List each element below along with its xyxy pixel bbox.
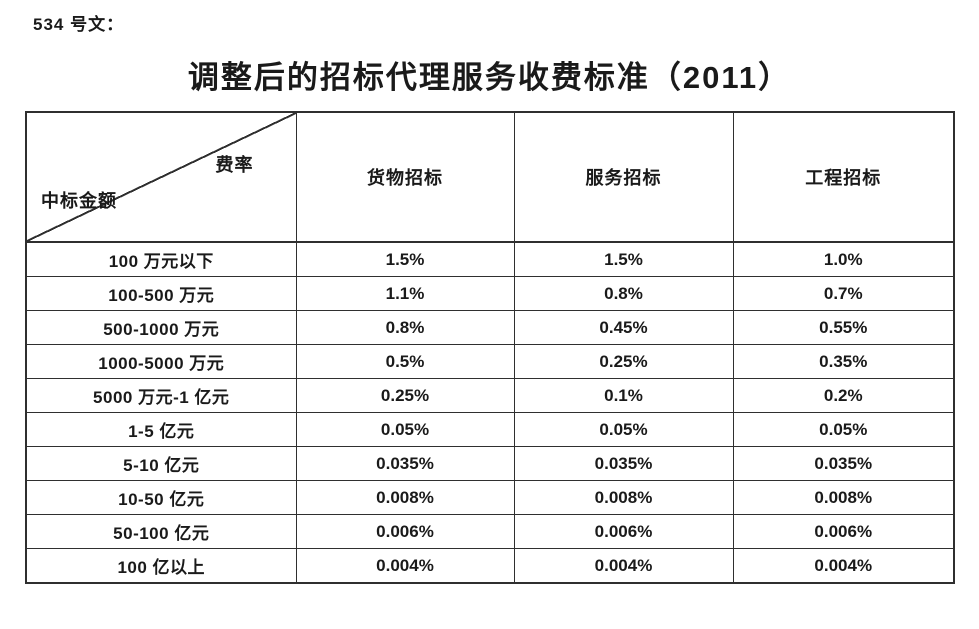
corner-header-cell: 费率 中标金额	[25, 111, 297, 243]
rate-cell: 0.7%	[732, 276, 955, 311]
table-row: 500-1000 万元 0.8% 0.45% 0.55%	[25, 310, 955, 345]
rate-cell: 0.8%	[295, 310, 515, 345]
page-title: 调整后的招标代理服务收费标准（2011）	[187, 60, 792, 95]
rate-cell: 0.004%	[513, 548, 734, 584]
column-header-engineering: 工程招标	[732, 111, 955, 243]
rate-cell: 0.006%	[732, 514, 955, 549]
table-row: 5-10 亿元 0.035% 0.035% 0.035%	[25, 446, 955, 481]
rate-cell: 0.006%	[295, 514, 515, 549]
corner-label-bid-amount: 中标金额	[41, 191, 117, 211]
row-label: 1-5 亿元	[25, 412, 297, 447]
row-label: 1000-5000 万元	[25, 344, 297, 379]
rate-cell: 0.05%	[513, 412, 734, 447]
rate-cell: 0.2%	[732, 378, 955, 413]
rate-cell: 0.006%	[513, 514, 734, 549]
table-row: 5000 万元-1 亿元 0.25% 0.1% 0.2%	[25, 378, 955, 413]
rate-cell: 0.55%	[732, 310, 955, 345]
rate-cell: 1.5%	[295, 241, 515, 277]
rate-cell: 0.8%	[513, 276, 734, 311]
rate-cell: 0.008%	[295, 480, 515, 515]
rate-cell: 0.45%	[513, 310, 734, 345]
rate-cell: 0.05%	[732, 412, 955, 447]
rate-cell: 0.5%	[295, 344, 515, 379]
rate-cell: 0.004%	[295, 548, 515, 584]
table-row: 100 万元以下 1.5% 1.5% 1.0%	[25, 241, 955, 277]
corner-label-rate: 费率	[215, 155, 254, 175]
table-row: 50-100 亿元 0.006% 0.006% 0.006%	[25, 514, 955, 549]
rate-cell: 0.035%	[295, 446, 515, 481]
row-label: 50-100 亿元	[25, 514, 297, 549]
row-label: 500-1000 万元	[25, 310, 297, 345]
rate-cell: 0.1%	[513, 378, 734, 413]
row-label: 100-500 万元	[25, 276, 297, 311]
rate-cell: 0.35%	[732, 344, 955, 379]
row-label: 5-10 亿元	[25, 446, 297, 481]
rate-cell: 0.035%	[513, 446, 734, 481]
rate-cell: 0.25%	[295, 378, 515, 413]
rate-cell: 0.25%	[513, 344, 734, 379]
rate-cell: 1.0%	[732, 241, 955, 277]
table-row: 1000-5000 万元 0.5% 0.25% 0.35%	[25, 344, 955, 379]
row-label: 10-50 亿元	[25, 480, 297, 515]
rate-cell: 0.035%	[732, 446, 955, 481]
row-label: 5000 万元-1 亿元	[25, 378, 297, 413]
rate-cell: 0.008%	[513, 480, 734, 515]
row-label: 100 亿以上	[25, 548, 297, 584]
fee-rate-table: 费率 中标金额 货物招标 服务招标 工程招标 100 万元以下 1.5% 1.5…	[25, 111, 955, 584]
rate-cell: 1.5%	[513, 241, 734, 277]
table-row: 100-500 万元 1.1% 0.8% 0.7%	[25, 276, 955, 311]
row-label: 100 万元以下	[25, 241, 297, 277]
table-row: 10-50 亿元 0.008% 0.008% 0.008%	[25, 480, 955, 515]
rate-cell: 0.05%	[295, 412, 515, 447]
column-header-service: 服务招标	[513, 111, 734, 243]
table-header-row: 费率 中标金额 货物招标 服务招标 工程招标	[25, 111, 955, 243]
doc-number-label: 534 号文：	[33, 15, 125, 34]
rate-cell: 1.1%	[295, 276, 515, 311]
table-row: 1-5 亿元 0.05% 0.05% 0.05%	[25, 412, 955, 447]
rate-cell: 0.004%	[732, 548, 955, 584]
table-row: 100 亿以上 0.004% 0.004% 0.004%	[25, 548, 955, 584]
column-header-goods: 货物招标	[295, 111, 515, 243]
rate-cell: 0.008%	[732, 480, 955, 515]
